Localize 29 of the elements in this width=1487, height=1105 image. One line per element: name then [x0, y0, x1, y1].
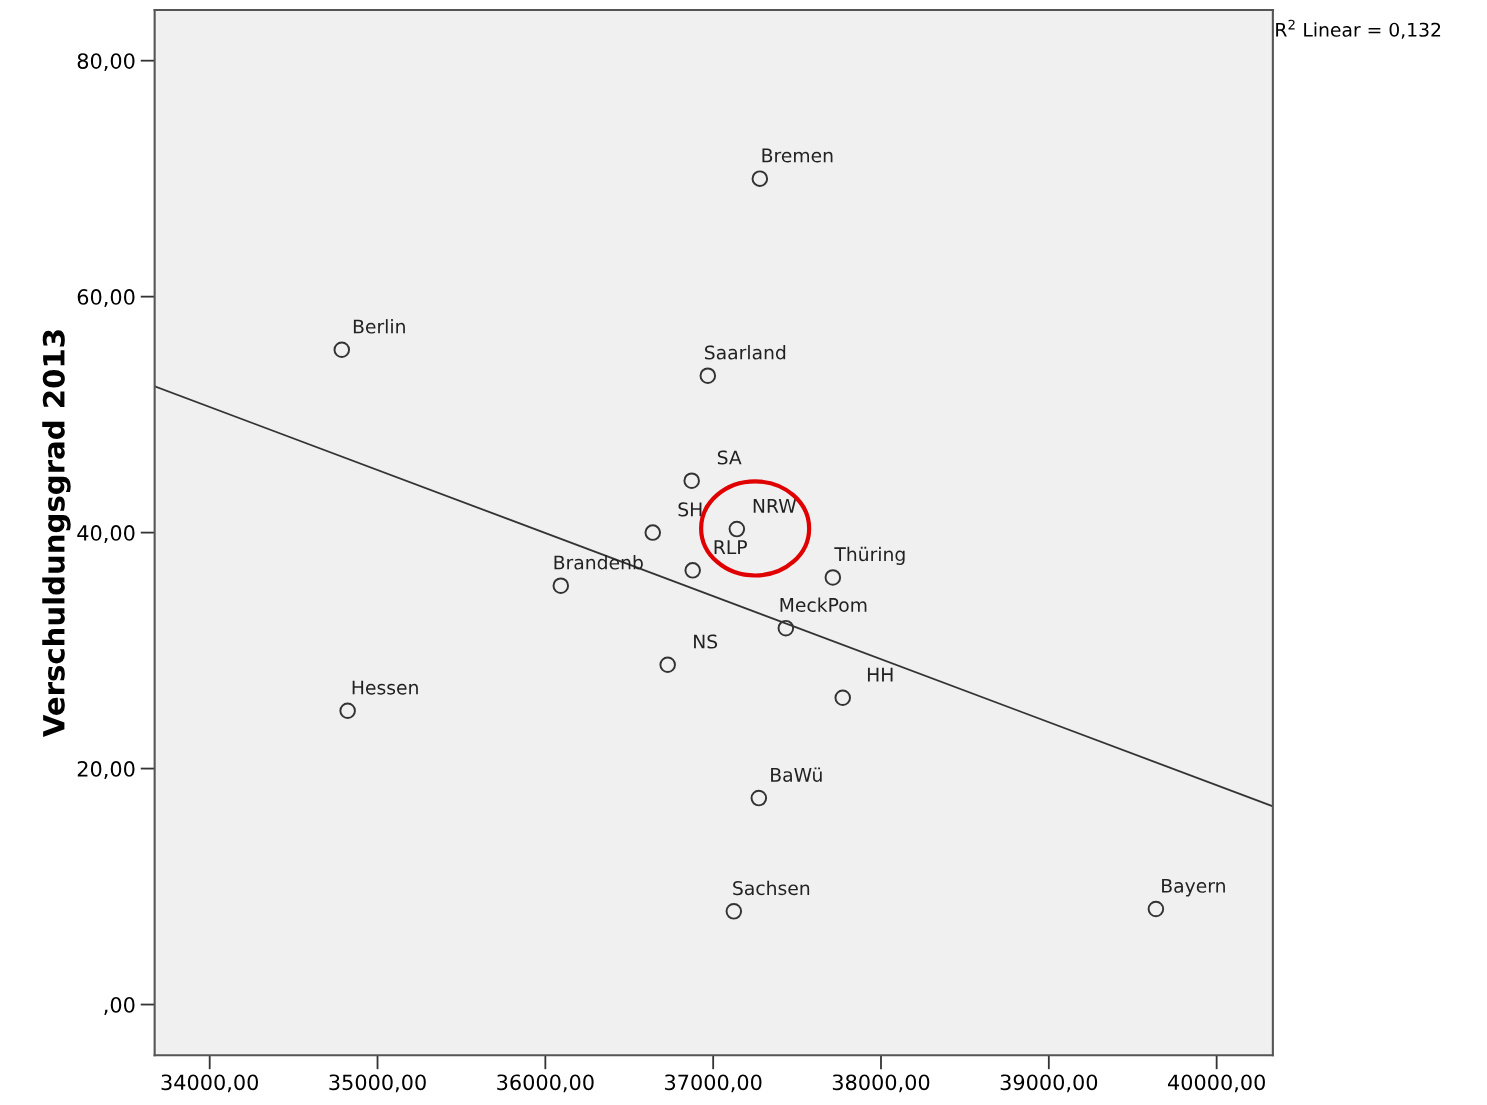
x-tick-label: 40000,00 [1167, 1074, 1265, 1093]
y-tick-label: 20,00 [77, 761, 135, 779]
y-tick-label: ,00 [104, 997, 135, 1015]
annotation: NS [694, 634, 718, 649]
annotation: MeckPom [780, 597, 867, 613]
x-tick-label: 38000,00 [832, 1074, 930, 1093]
y-tick-label: 60,00 [77, 289, 135, 307]
annotation: Hessen [352, 680, 418, 695]
annotation: HH [867, 667, 893, 682]
annotation: SA [717, 450, 742, 465]
annotation: Bremen [762, 148, 833, 163]
annotation: Sachsen [733, 880, 810, 896]
annotation: NRW [753, 499, 797, 513]
annotation: RLP [714, 540, 747, 554]
annotation: BaWü [771, 767, 822, 782]
text: R$^{2}$ Linear = 0,132 [1276, 19, 1441, 39]
x-tick-label: 39000,00 [1000, 1074, 1098, 1093]
x-tick-label: 35000,00 [329, 1074, 426, 1093]
x-tick-label: 36000,00 [497, 1074, 594, 1093]
annotation: Berlin [353, 319, 405, 334]
annotation: Thüring [834, 546, 905, 565]
y-tick-label: 80,00 [77, 53, 135, 72]
annotation: Bayern [1162, 878, 1225, 897]
y-axis-title: Verschuldungsgrad 2013 [42, 330, 71, 738]
y-tick-label: 40,00 [77, 525, 135, 543]
annotation: Saarland [705, 345, 786, 360]
x-tick-label: 37000,00 [665, 1074, 762, 1093]
x-tick-label: 34000,00 [161, 1074, 259, 1093]
annotation: SH [678, 502, 702, 517]
